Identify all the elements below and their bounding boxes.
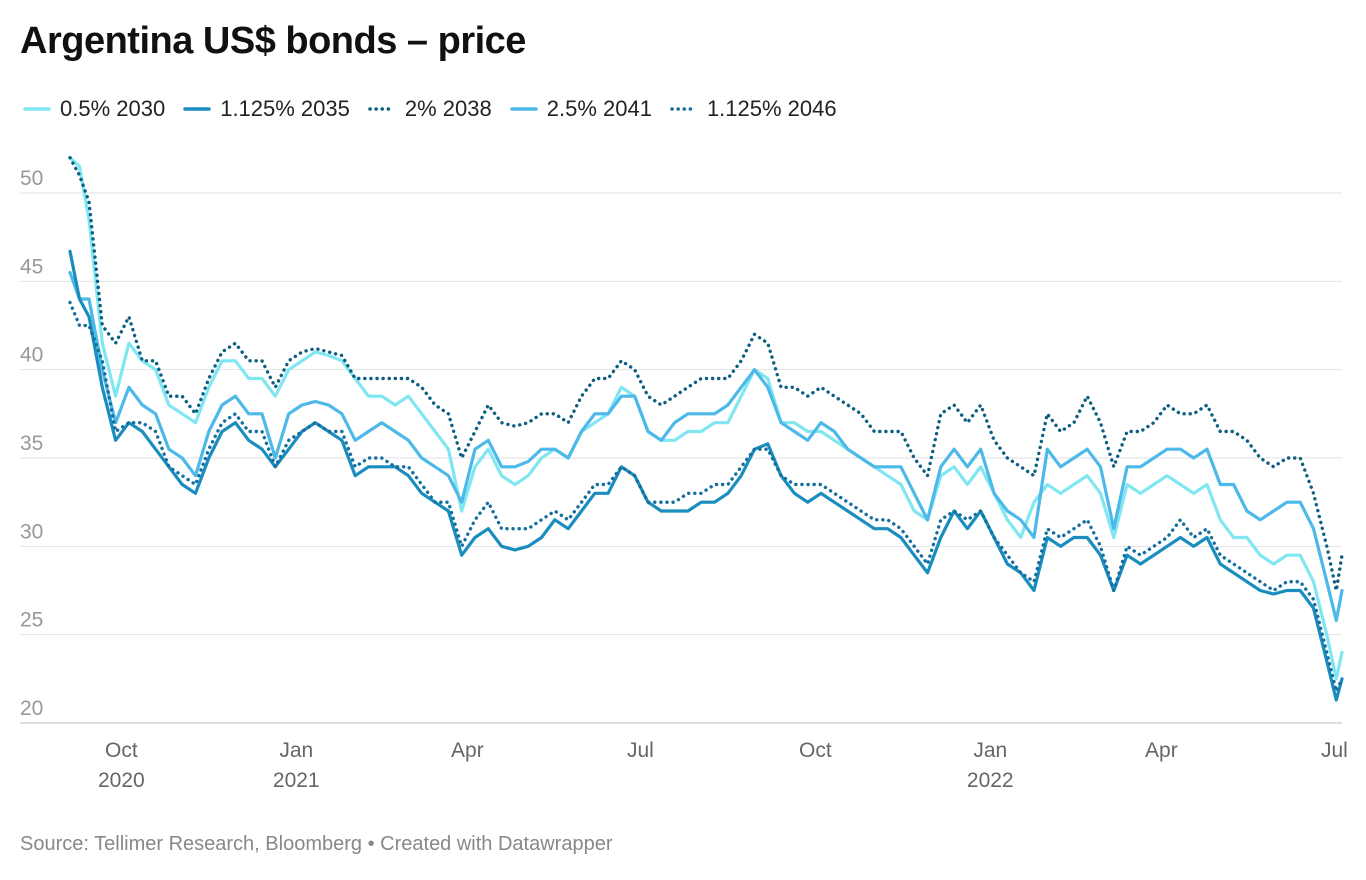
chart-footer: Source: Tellimer Research, Bloomberg • C… (20, 833, 613, 856)
legend-item: 2% 2038 (367, 96, 492, 122)
chart-title: Argentina US$ bonds – price (20, 20, 526, 62)
series-line-2-5-2041 (68, 270, 1344, 623)
y-tick-label: 25 (20, 609, 43, 632)
legend-swatch (509, 106, 539, 112)
series-line-0-5-2030 (68, 156, 1344, 681)
x-tick-label: Oct (105, 739, 138, 762)
legend-item: 2.5% 2041 (509, 96, 652, 122)
y-tick-label: 50 (20, 167, 43, 190)
legend-swatch (367, 106, 397, 112)
y-tick-label: 35 (20, 432, 43, 455)
x-tick-label: Jan (973, 739, 1007, 762)
datawrapper-credit[interactable]: Created with Datawrapper (380, 833, 613, 855)
legend-label: 2% 2038 (404, 96, 492, 121)
x-tick-label: Apr (1145, 739, 1178, 762)
legend-swatch (22, 106, 52, 112)
series-line-2-2038 (68, 156, 1344, 593)
y-tick-label: 20 (20, 697, 43, 720)
series-line-1-125-2046 (68, 300, 1344, 693)
series-line-1-125-2035 (68, 249, 1344, 702)
legend-item: 1.125% 2046 (669, 96, 837, 122)
y-tick-label: 30 (20, 520, 43, 543)
x-tick-year-label: 2022 (967, 769, 1014, 792)
chart-legend: 0.5% 2030 1.125% 2035 2% 2038 2.5% 2041 1.12… (22, 96, 854, 122)
legend-swatch (669, 106, 699, 112)
x-tick-label: Oct (799, 739, 832, 762)
legend-swatch (182, 106, 212, 112)
legend-label: 2.5% 2041 (546, 96, 652, 121)
legend-item: 1.125% 2035 (182, 96, 350, 122)
y-gridlines: 20 25 30 35 40 45 50 (20, 167, 1342, 724)
legend-item: 0.5% 2030 (22, 96, 165, 122)
x-tick-label: Jan (279, 739, 313, 762)
y-tick-label: 45 (20, 255, 43, 278)
x-tick-year-label: 2021 (273, 769, 320, 792)
y-tick-label: 40 (20, 344, 43, 367)
footer-separator: • (367, 833, 375, 855)
legend-label: 1.125% 2035 (220, 96, 350, 121)
x-tick-label: Jul (627, 739, 654, 762)
legend-label: 1.125% 2046 (706, 96, 837, 121)
x-tick-label: Apr (451, 739, 484, 762)
x-axis: Oct 2020 Jan 2021 Apr Jul Oct Jan 2022 Apr Jul (98, 739, 1348, 792)
x-tick-year-label: 2020 (98, 769, 145, 792)
legend-label: 0.5% 2030 (60, 96, 166, 121)
series-lines (68, 156, 1344, 702)
source-note: Source: Tellimer Research, Bloomberg (20, 833, 363, 855)
x-tick-label: Jul (1321, 739, 1348, 762)
